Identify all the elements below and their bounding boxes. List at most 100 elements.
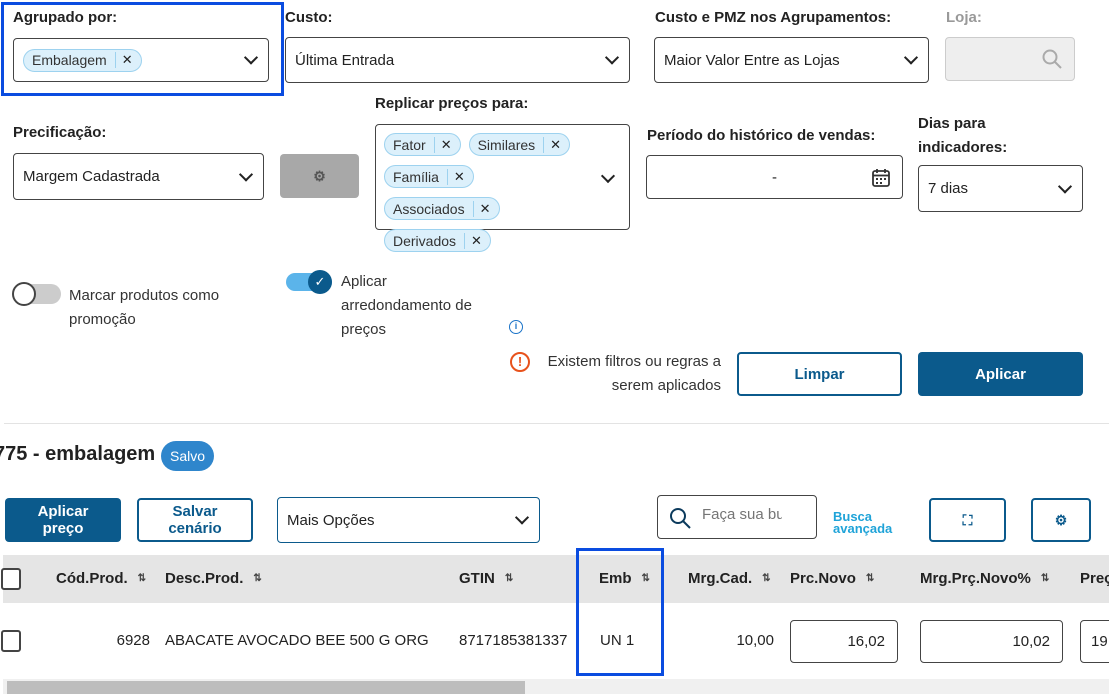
arredondamento-label: Aplicar arredondamento de preços <box>341 270 472 342</box>
custo-pmz-select[interactable]: Maior Valor Entre as Lojas <box>654 37 929 83</box>
arredondamento-toggle[interactable]: ✓ <box>286 270 332 294</box>
warning-text: Existem filtros ou regras a serem aplicad… <box>520 350 721 398</box>
periodo-label: Período do histórico de vendas: <box>647 127 876 144</box>
col-label: GTIN <box>459 570 495 587</box>
periodo-input[interactable]: - <box>646 155 903 199</box>
dias-select[interactable]: 7 dias <box>918 165 1083 212</box>
precificacao-value: Margem Cadastrada <box>23 168 160 185</box>
search-input[interactable] <box>702 506 782 523</box>
col-label: Mrg.Cad. <box>688 570 753 587</box>
dias-label: Dias para indicadores: <box>918 112 1007 160</box>
arred-label-1: Aplicar <box>341 273 387 290</box>
table-settings-button[interactable]: ⚙ <box>1031 498 1091 542</box>
link-line: avançada <box>833 521 893 536</box>
row-checkbox[interactable] <box>1 630 21 652</box>
col-mrg-prc-novo[interactable]: Mrg.Prç.Novo% ⇅ <box>920 570 1049 587</box>
gear-icon: ⚙ <box>313 167 326 184</box>
aplicar-button[interactable]: Aplicar <box>918 352 1083 396</box>
remove-chip-icon[interactable]: ✕ <box>114 52 133 68</box>
replicar-select[interactable]: Fator ✕ Similares ✕ Família ✕ Associados ✕ D… <box>375 124 630 252</box>
chevron-down-icon <box>903 50 919 65</box>
gear-icon: ⚙ <box>1054 511 1068 528</box>
btn-line: Aplicar <box>37 503 89 520</box>
scenario-title: 775 - embalagem <box>0 443 156 465</box>
horizontal-scrollbar[interactable] <box>3 679 1109 694</box>
sort-icon[interactable]: ⇅ <box>253 573 262 584</box>
col-mrg-cad[interactable]: Mrg.Cad. ⇅ <box>688 570 771 587</box>
promo-toggle[interactable] <box>12 282 61 306</box>
agrupado-select[interactable]: Embalagem ✕ <box>13 38 269 82</box>
sort-icon[interactable]: ⇅ <box>504 573 514 584</box>
col-desc-prod[interactable]: Desc.Prod. ⇅ <box>165 570 262 587</box>
warning-icon: ! <box>510 352 530 372</box>
promo-label-2: promoção <box>69 311 136 328</box>
chip-label: Derivados <box>393 232 457 249</box>
warning-line-1: Existem filtros ou regras a <box>547 353 721 370</box>
mrg-prc-novo-input[interactable]: 10,02 <box>920 620 1063 663</box>
btn-line: preço <box>42 520 84 537</box>
remove-chip-icon[interactable]: ✕ <box>543 136 561 153</box>
sort-icon[interactable]: ⇅ <box>865 573 875 584</box>
chip-associados: Associados ✕ <box>384 197 500 220</box>
prc-novo-input[interactable]: 16,02 <box>790 620 898 663</box>
precificacao-settings-button[interactable]: ⚙ <box>280 154 359 198</box>
chip-label: Fator <box>393 136 426 153</box>
precificacao-label: Precificação: <box>13 124 107 141</box>
mais-opcoes-select[interactable]: Mais Opções <box>277 497 540 543</box>
search-icon <box>670 508 691 529</box>
chevron-down-icon <box>600 168 616 184</box>
custo-pmz-label: Custo e PMZ nos Agrupamentos: <box>655 9 892 26</box>
replicar-label: Replicar preços para: <box>375 95 529 112</box>
btn-line: cenário <box>168 520 222 537</box>
col-emb[interactable]: Emb ⇅ <box>599 570 650 587</box>
custo-pmz-value: Maior Valor Entre as Lojas <box>664 51 840 69</box>
prec-input[interactable]: 19 <box>1080 620 1109 663</box>
cell-gtin: 8717185381337 <box>459 632 568 649</box>
divider <box>4 423 1109 424</box>
precificacao-select[interactable]: Margem Cadastrada <box>13 153 264 200</box>
chip-label: Família <box>393 168 439 185</box>
select-all-checkbox[interactable] <box>1 568 21 590</box>
loja-input[interactable] <box>945 37 1075 81</box>
custo-select[interactable]: Última Entrada <box>285 37 630 83</box>
col-prc-novo[interactable]: Prc.Novo ⇅ <box>790 570 874 587</box>
col-prec[interactable]: Preç <box>1080 570 1109 587</box>
highlight-box <box>576 548 664 676</box>
warning-line-2: serem aplicados <box>611 377 721 394</box>
chip-label: Associados <box>393 200 465 217</box>
aplicar-preco-button[interactable]: Aplicar preço <box>5 498 121 542</box>
fullscreen-button[interactable]: ⛶ <box>929 498 1006 542</box>
calendar-icon[interactable] <box>872 168 890 187</box>
info-icon[interactable]: i <box>509 320 523 334</box>
busca-avancada-link[interactable]: Busca avançada <box>833 510 893 536</box>
chip-familia: Família ✕ <box>384 165 474 188</box>
search-icon <box>1042 49 1062 69</box>
arred-label-3: preços <box>341 321 387 338</box>
promo-label-1: Marcar produtos como <box>69 287 220 304</box>
sort-icon[interactable]: ⇅ <box>1040 573 1050 584</box>
dias-value: 7 dias <box>928 180 969 197</box>
remove-chip-icon[interactable]: ✕ <box>433 136 452 153</box>
chevron-down-icon <box>514 510 530 525</box>
scrollbar-thumb[interactable] <box>7 681 525 694</box>
limpar-button[interactable]: Limpar <box>737 352 902 396</box>
chip-label: Similares <box>477 136 536 153</box>
col-label: Desc.Prod. <box>165 570 244 587</box>
sort-icon[interactable]: ⇅ <box>762 573 771 584</box>
chevron-down-icon <box>1057 178 1073 194</box>
sort-icon[interactable]: ⇅ <box>641 573 650 584</box>
sort-icon[interactable]: ⇅ <box>137 573 147 584</box>
search-field[interactable] <box>657 495 817 539</box>
remove-chip-icon[interactable]: ✕ <box>464 232 482 249</box>
col-label: Preç <box>1080 570 1109 587</box>
remove-chip-icon[interactable]: ✕ <box>472 200 491 217</box>
cell-cod: 6928 <box>116 632 150 649</box>
chevron-down-icon <box>604 50 620 65</box>
col-cod-prod[interactable]: Cód.Prod. ⇅ <box>56 570 146 587</box>
col-gtin[interactable]: GTIN ⇅ <box>459 570 513 587</box>
promo-label: Marcar produtos como promoção <box>69 284 219 332</box>
remove-chip-icon[interactable]: ✕ <box>446 168 465 185</box>
col-label: Cód.Prod. <box>56 570 128 587</box>
salvar-cenario-button[interactable]: Salvar cenário <box>137 498 253 542</box>
col-label: Prc.Novo <box>790 570 856 587</box>
